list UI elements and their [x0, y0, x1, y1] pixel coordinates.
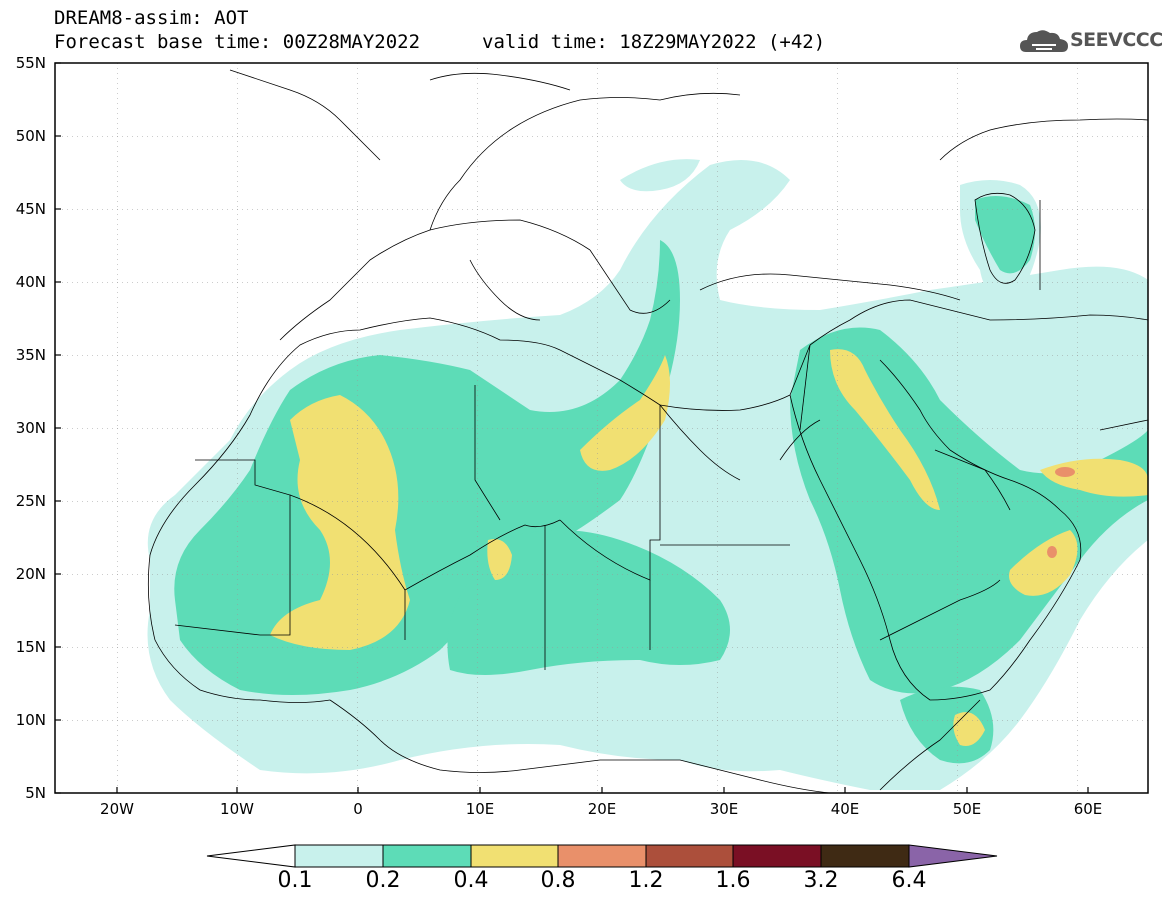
lon-label-20w: 20W — [100, 800, 134, 818]
lon-label-20e: 20E — [587, 800, 617, 818]
colorbar-under-arrow — [206, 844, 296, 868]
lat-label-25n: 25N — [15, 492, 46, 510]
colorbar-over-arrow — [908, 844, 998, 868]
colorbar-label-0.1: 0.1 — [277, 868, 313, 893]
colorbar-label-3.2: 3.2 — [803, 868, 839, 893]
colorbar-label-0.2: 0.2 — [365, 868, 401, 893]
lon-label-50e: 50E — [952, 800, 982, 818]
lat-label-50n: 50N — [15, 127, 46, 145]
lon-label-40e: 40E — [830, 800, 860, 818]
map-title: DREAM8-assim: AOT — [54, 7, 249, 29]
colorbar — [206, 844, 998, 868]
colorbar-label-0.4: 0.4 — [453, 868, 489, 893]
map-gridlines — [55, 63, 1148, 793]
colorbar-label-0.8: 0.8 — [540, 868, 576, 893]
lon-label-0: 0 — [353, 800, 363, 818]
lat-label-35n: 35N — [15, 346, 46, 364]
lon-label-30e: 30E — [709, 800, 739, 818]
lat-label-30n: 30N — [15, 419, 46, 437]
lat-label-40n: 40N — [15, 273, 46, 291]
lat-label-5n: 5N — [25, 784, 46, 802]
colorbar-swatch-1.6 — [732, 844, 822, 868]
lon-label-60e: 60E — [1073, 800, 1103, 818]
coastlines-and-borders — [147, 69, 1148, 793]
lat-label-20n: 20N — [15, 565, 46, 583]
colorbar-swatch-3.2 — [820, 844, 910, 868]
colorbar-swatch-1.2 — [645, 844, 734, 868]
colorbar-swatch-0.8 — [557, 844, 647, 868]
lat-label-10n: 10N — [15, 711, 46, 729]
lat-label-15n: 15N — [15, 638, 46, 656]
lat-label-55n: 55N — [15, 54, 46, 72]
colorbar-swatch-0.1 — [294, 844, 384, 868]
colorbar-label-1.2: 1.2 — [628, 868, 664, 893]
lon-label-10e: 10E — [465, 800, 495, 818]
colorbar-label-6.4: 6.4 — [891, 868, 927, 893]
lat-ticks — [55, 62, 61, 794]
colorbar-swatch-0.4 — [470, 844, 559, 868]
valid-time: valid time: 18Z29MAY2022 (+42) — [482, 31, 826, 53]
cloud-icon — [1020, 30, 1068, 52]
colorbar-label-1.6: 1.6 — [715, 868, 751, 893]
colorbar-swatch-0.2 — [382, 844, 472, 868]
lat-label-45n: 45N — [15, 200, 46, 218]
lon-ticks — [116, 787, 1089, 793]
seevccc-logo: SEEVCCC — [1070, 29, 1163, 51]
lon-label-10w: 10W — [220, 800, 254, 818]
forecast-base-time: Forecast base time: 00Z28MAY2022 — [54, 31, 421, 53]
